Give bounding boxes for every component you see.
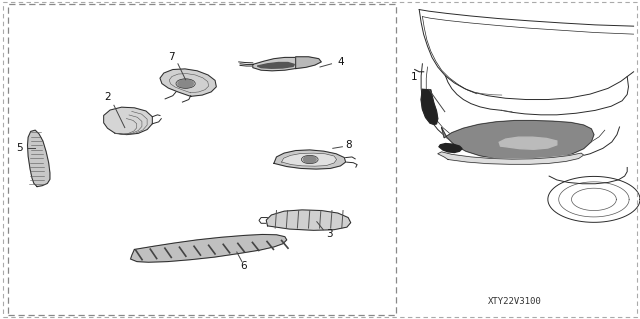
Text: 3: 3 xyxy=(326,229,333,240)
Text: 1: 1 xyxy=(411,71,417,82)
Polygon shape xyxy=(257,63,294,68)
Polygon shape xyxy=(439,144,462,152)
Polygon shape xyxy=(28,130,50,187)
Text: 2: 2 xyxy=(104,92,111,102)
Text: 8: 8 xyxy=(346,140,352,150)
Polygon shape xyxy=(499,137,557,149)
Polygon shape xyxy=(104,107,152,135)
Text: 4: 4 xyxy=(337,57,344,67)
Circle shape xyxy=(303,156,316,163)
Polygon shape xyxy=(282,153,337,166)
Polygon shape xyxy=(160,69,216,96)
Polygon shape xyxy=(131,234,287,262)
Polygon shape xyxy=(421,89,438,124)
Polygon shape xyxy=(266,210,351,230)
Polygon shape xyxy=(296,57,321,69)
FancyBboxPatch shape xyxy=(8,4,396,315)
Polygon shape xyxy=(274,150,346,169)
Circle shape xyxy=(178,80,193,87)
Polygon shape xyxy=(438,152,584,164)
Text: XTY22V3100: XTY22V3100 xyxy=(488,297,542,306)
Text: 6: 6 xyxy=(240,261,246,271)
Text: 5: 5 xyxy=(16,143,22,153)
Text: 7: 7 xyxy=(168,52,175,63)
Polygon shape xyxy=(442,121,594,160)
Polygon shape xyxy=(253,57,308,71)
